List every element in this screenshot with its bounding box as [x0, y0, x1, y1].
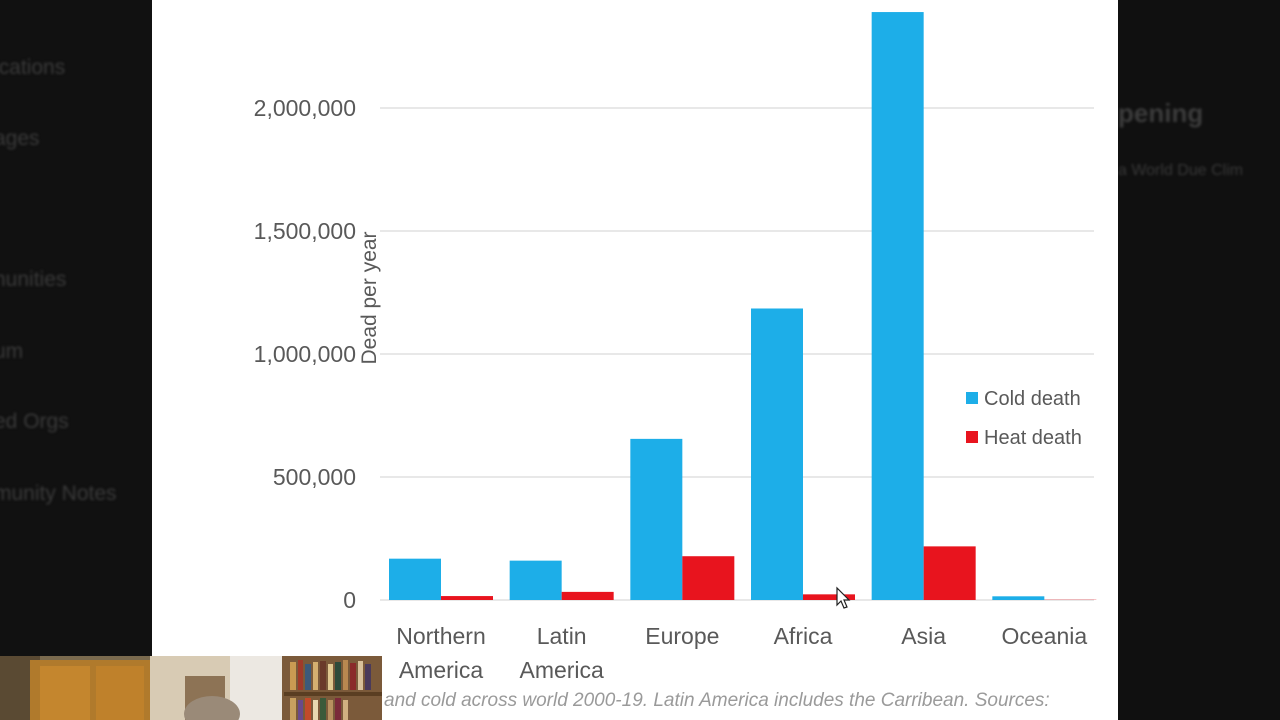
x-tick-label: America — [399, 657, 484, 683]
y-tick-label: 0 — [343, 587, 356, 613]
background-right-panel: pening a World Due Clim — [1118, 0, 1280, 720]
nav-item: nunities — [0, 268, 67, 291]
y-tick-label: 1,000,000 — [254, 341, 356, 367]
bar-heat-death — [441, 596, 493, 600]
grid-lines — [380, 107, 1094, 601]
y-tick-label: 1,500,000 — [254, 218, 356, 244]
legend-label: Heat death — [984, 427, 1082, 449]
x-tick-label: Europe — [645, 623, 719, 649]
x-tick-labels: Northern America Latin America Europe Africa A… — [396, 623, 1087, 683]
nav-item: ications — [0, 56, 66, 79]
bars — [389, 12, 1097, 601]
nav-item: ed Orgs — [0, 410, 69, 433]
bar-heat-death — [561, 591, 614, 600]
nav-item: ages — [0, 127, 40, 150]
legend: Cold death Heat death — [966, 388, 1082, 449]
x-tick-label: Asia — [901, 623, 946, 649]
nav-item: munity Notes — [0, 482, 117, 505]
bar-chart: 0 500,000 1,000,000 1,500,000 2,000,000 Nort… — [254, 12, 1097, 683]
y-tick-label: 500,000 — [273, 464, 356, 490]
bar-cold-death — [992, 596, 1045, 600]
bar-heat-death — [803, 594, 855, 600]
bar-cold-death — [751, 308, 803, 600]
mouse-cursor-icon — [836, 586, 851, 609]
bar-heat-death — [682, 556, 735, 600]
bar-cold-death — [389, 558, 441, 600]
legend-swatch — [966, 431, 978, 443]
nav-item: um — [0, 340, 24, 363]
background-left-nav: ications ages nunities um ed Orgs munity… — [0, 0, 152, 720]
x-tick-label: Northern — [396, 623, 485, 649]
background-subheading: a World Due Clim — [1118, 162, 1244, 179]
x-tick-label: America — [519, 657, 604, 683]
webcam-overlay — [0, 656, 382, 720]
presentation-slide: 0 500,000 1,000,000 1,500,000 2,000,000 Nort… — [152, 0, 1118, 720]
y-tick-labels: 0 500,000 1,000,000 1,500,000 2,000,000 — [254, 95, 356, 613]
x-tick-label: Latin — [537, 623, 587, 649]
bar-cold-death — [509, 560, 562, 600]
legend-swatch — [966, 392, 978, 404]
x-tick-label: Oceania — [1001, 623, 1087, 649]
y-tick-label: 2,000,000 — [254, 95, 356, 121]
y-axis-label: Dead per year — [358, 231, 381, 364]
bar-cold-death — [630, 438, 683, 600]
legend-label: Cold death — [984, 388, 1081, 410]
x-tick-label: Africa — [774, 623, 833, 649]
background-heading: pening — [1118, 98, 1204, 128]
bar-cold-death — [871, 12, 924, 601]
slide-caption: and cold across world 2000-19. Latin Ame… — [384, 690, 1050, 711]
bar-heat-death — [923, 546, 976, 600]
